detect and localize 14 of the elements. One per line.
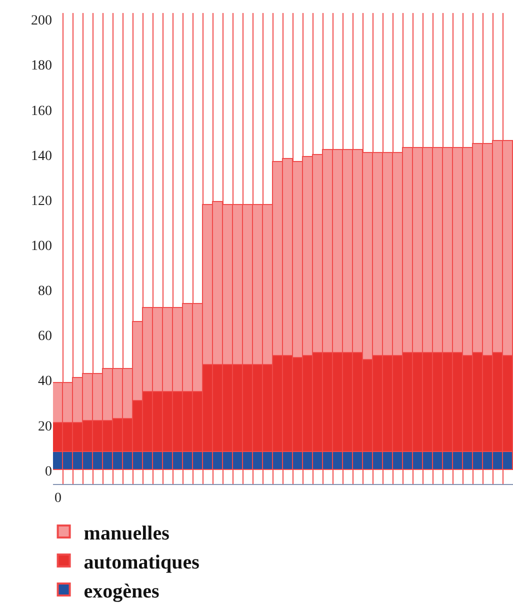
y-tick-label: 180: [31, 58, 52, 74]
y-tick-label: 80: [38, 284, 52, 300]
y-tick-label: 100: [31, 239, 52, 254]
legend-label: exogènes: [84, 580, 160, 602]
y-tick-label: 160: [31, 104, 52, 119]
y-tick-label: 20: [38, 419, 52, 434]
y-tick-label: 0: [45, 464, 52, 480]
y-tick-label: 140: [31, 148, 52, 164]
legend-label: automatiques: [84, 551, 200, 574]
legend-label: manuelles: [84, 522, 170, 544]
y-tick-label: 200: [31, 14, 52, 29]
y-tick-label: 60: [38, 329, 52, 344]
y-tick-label: 120: [31, 194, 52, 209]
y-tick-label: 40: [38, 374, 52, 390]
